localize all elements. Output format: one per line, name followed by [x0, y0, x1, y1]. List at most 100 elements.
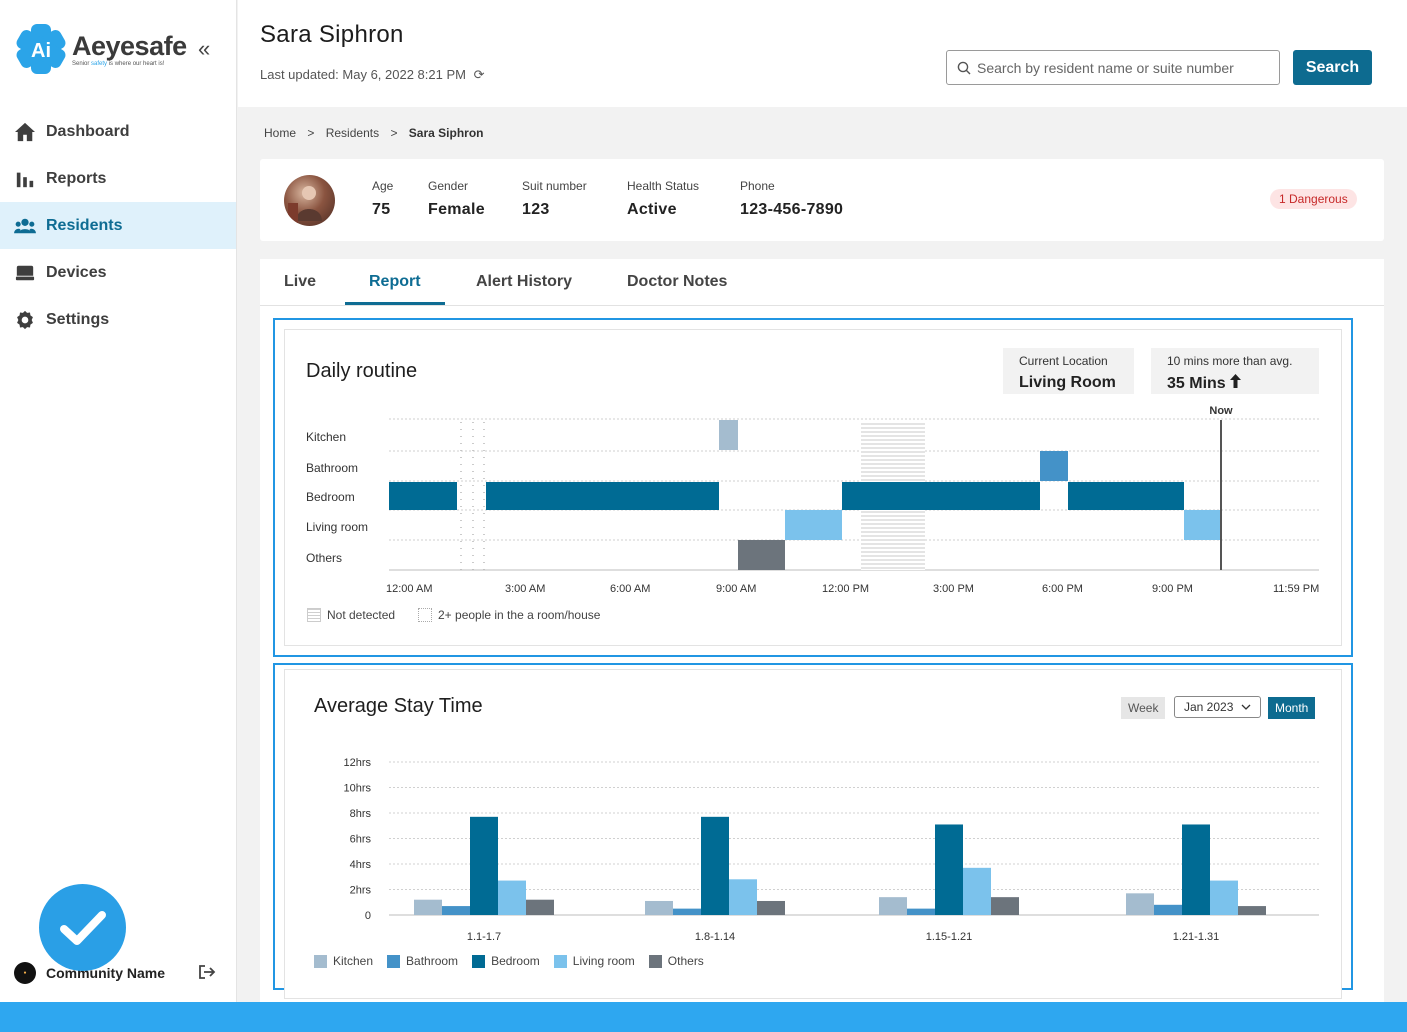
time-tick: 6:00 AM [610, 583, 651, 595]
average-stay-legend: Kitchen Bathroom Bedroom Living room Others [314, 954, 718, 968]
y-tick-label: 8hrs [350, 808, 372, 820]
suit-value: 123 [522, 201, 550, 218]
search-button[interactable]: Search [1293, 50, 1372, 85]
refresh-icon[interactable]: ⟳ [473, 67, 485, 82]
y-tick-label: 6hrs [350, 834, 372, 846]
bar-bedroom [470, 816, 498, 915]
legend-label: Bedroom [491, 954, 540, 968]
gender-value: Female [428, 201, 485, 218]
sidebar-item-settings[interactable]: Settings [0, 296, 236, 343]
legend-not-detected: Not detected [307, 608, 395, 622]
stay-duration-label: 10 mins more than avg. [1167, 354, 1293, 368]
routine-row-bedroom: Bedroom [306, 490, 355, 504]
logo-mark-icon: Ai [14, 22, 68, 76]
bar-bedroom [701, 816, 729, 915]
legend-label: Living room [572, 954, 635, 968]
tab-live[interactable]: Live [284, 273, 317, 290]
sidebar-item-label: Dashboard [46, 122, 130, 140]
arrow-up-icon [1230, 374, 1242, 388]
sidebar-item-devices[interactable]: Devices [0, 249, 236, 296]
health-field: Health Status Active [627, 179, 699, 219]
legend-swatch [648, 954, 662, 968]
current-location-value: Living Room [1019, 374, 1116, 391]
living-room-block [785, 510, 842, 540]
legend-label: Bathroom [406, 954, 459, 968]
y-tick-label: 12hrs [343, 757, 371, 769]
tab-report[interactable]: Report [369, 273, 421, 290]
bar-others [757, 900, 785, 915]
breadcrumb-home[interactable]: Home [264, 126, 297, 140]
routine-row-kitchen: Kitchen [306, 430, 347, 444]
daily-routine-frame: Daily routine Current Location Living Ro… [273, 318, 1353, 657]
age-field: Age 75 [372, 179, 393, 219]
breadcrumb-separator: > [390, 126, 398, 140]
time-tick: 12:00 PM [822, 583, 870, 595]
health-value: Active [627, 201, 677, 218]
phone-label: Phone [740, 179, 775, 193]
breadcrumb-separator: > [307, 126, 315, 140]
bar-kitchen [645, 900, 673, 915]
status-badge[interactable]: 1 Dangerous [1270, 189, 1357, 209]
sidebar-item-reports[interactable]: Reports [0, 155, 236, 202]
legend-item: Others [648, 954, 704, 968]
sidebar-item-dashboard[interactable]: Dashboard [0, 108, 236, 155]
bar-kitchen [879, 897, 907, 915]
bar-living-room [963, 867, 991, 915]
search-field[interactable] [946, 50, 1280, 85]
x-tick-label: 1.15-1.21 [926, 931, 972, 943]
page-title: Sara Siphron [260, 21, 404, 48]
active-tab-indicator [345, 302, 445, 305]
people-icon [14, 218, 36, 233]
sidebar-item-label: Residents [46, 216, 123, 234]
brand-logo[interactable]: Ai Aeyesafe Senior safety is where our h… [14, 22, 187, 76]
period-select[interactable]: Jan 2023 [1174, 696, 1261, 718]
page-header: Sara Siphron Last updated: May 6, 2022 8… [238, 0, 1407, 107]
legend-item: Kitchen [314, 954, 373, 968]
age-label: Age [372, 179, 394, 193]
gear-icon [17, 310, 33, 329]
bar-bathroom [1154, 904, 1182, 915]
legend-label: 2+ people in the a room/house [438, 608, 601, 622]
search-input[interactable] [977, 59, 1267, 76]
time-tick: 9:00 PM [1152, 583, 1193, 595]
month-toggle[interactable]: Month [1268, 697, 1316, 719]
daily-routine-timeline: Now [389, 405, 1319, 571]
routine-row-living-room: Living room [306, 520, 369, 534]
tab-doctor-notes[interactable]: Doctor Notes [627, 273, 728, 290]
week-toggle[interactable]: Week [1121, 697, 1166, 719]
sidebar-item-residents[interactable]: Residents [0, 202, 236, 249]
tab-alert-history[interactable]: Alert History [476, 273, 573, 290]
legend-item: Bedroom [472, 954, 540, 968]
legend-item: Bathroom [387, 954, 458, 968]
resident-info-card: Age 75 Gender Female Suit number 123 Hea… [260, 159, 1384, 241]
legend-item: Living room [553, 954, 635, 968]
last-updated-text: Last updated: May 6, 2022 8:21 PM [260, 67, 466, 82]
routine-row-bathroom: Bathroom [306, 461, 359, 475]
gender-label: Gender [428, 179, 469, 193]
legend-multiple-people: 2+ people in the a room/house [418, 608, 600, 622]
legend-label: Not detected [327, 608, 396, 622]
bottom-bar [0, 1002, 1407, 1032]
bar-living-room [729, 879, 757, 915]
bedroom-block [842, 482, 1040, 510]
device-icon [15, 265, 35, 280]
daily-routine-card: Daily routine Current Location Living Ro… [284, 329, 1342, 646]
bar-bathroom [442, 906, 470, 915]
search-icon [957, 61, 971, 74]
breadcrumb-residents[interactable]: Residents [325, 126, 380, 140]
logout-icon[interactable] [198, 964, 216, 985]
collapse-sidebar-icon[interactable]: « [198, 36, 211, 61]
bar-others [991, 897, 1019, 915]
others-block [738, 540, 785, 570]
time-tick: 12:00 AM [386, 583, 433, 595]
chevron-down-icon [1241, 704, 1251, 710]
suit-field: Suit number 123 [522, 179, 587, 219]
y-tick-label: 2hrs [350, 885, 372, 897]
time-tick: 9:00 AM [716, 583, 757, 595]
brand-name: Aeyesafe [72, 30, 187, 61]
suit-label: Suit number [522, 179, 587, 193]
legend-swatch [418, 608, 432, 622]
bar-living-room [1210, 880, 1238, 915]
stay-duration-box: 10 mins more than avg. 35 Mins [1151, 348, 1319, 394]
kitchen-block [719, 420, 738, 450]
